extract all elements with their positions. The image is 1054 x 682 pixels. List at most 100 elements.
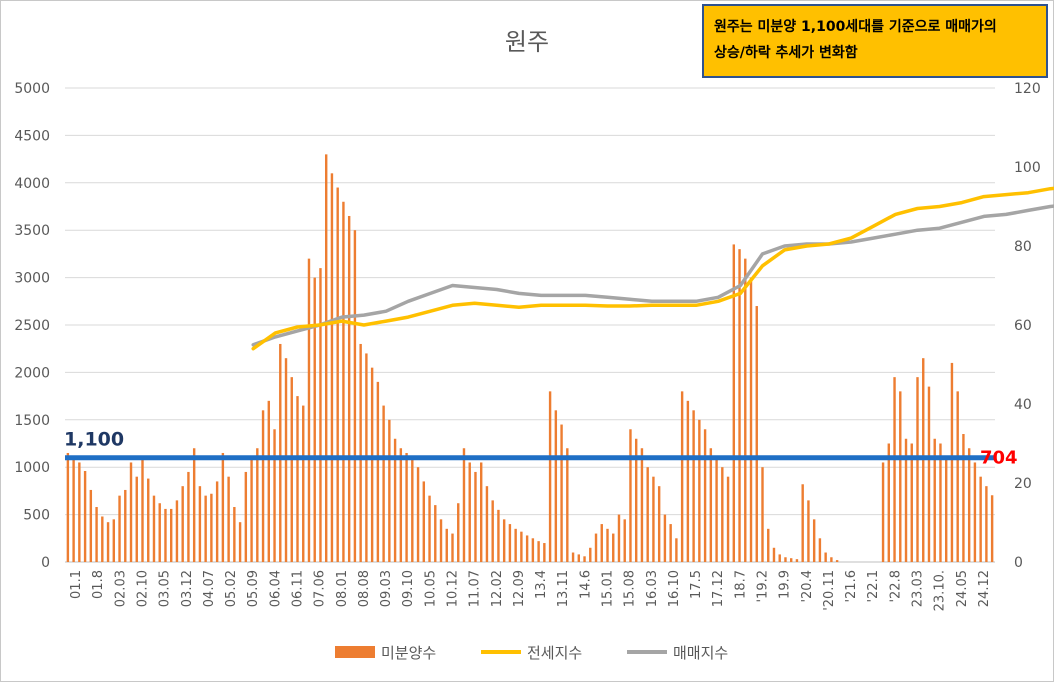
left-axis-tick-label: 3000 [14, 271, 50, 287]
bar [738, 249, 741, 562]
bar [761, 467, 764, 562]
bar [330, 173, 334, 562]
bar [979, 476, 982, 562]
x-axis-tick-label: 03.12 [180, 570, 195, 607]
bar [652, 476, 655, 562]
bar [985, 486, 988, 562]
bar [990, 495, 994, 562]
bar [279, 343, 282, 562]
bar [634, 438, 638, 562]
right-axis-tick-label: 60 [1014, 318, 1032, 334]
bar [612, 533, 615, 562]
bar [491, 500, 494, 562]
bar [445, 528, 448, 562]
bar [721, 467, 724, 562]
bar [210, 493, 213, 562]
right-axis-tick-label: 80 [1014, 239, 1032, 255]
bar [261, 410, 265, 562]
x-axis-tick-label: 23.10. [933, 570, 948, 611]
bar [169, 508, 173, 562]
bar [451, 533, 454, 562]
left-axis-tick-label: 0 [41, 555, 50, 571]
bar [950, 362, 954, 562]
bar [457, 503, 460, 562]
bar [434, 505, 437, 562]
bar [749, 277, 753, 562]
bar [485, 486, 489, 562]
x-axis-tick-label: 17.12 [711, 570, 726, 607]
threshold-label: 1,100 [64, 429, 124, 451]
bar [675, 538, 678, 562]
x-axis-tick-label: 03.05 [158, 570, 173, 607]
x-axis-tick-label: 11.07 [468, 570, 483, 607]
bar [319, 268, 322, 562]
legend: 미분양수 전세지수 매매지수 [335, 644, 728, 662]
bar [807, 500, 810, 562]
bar [112, 519, 116, 562]
bar [147, 478, 150, 562]
bar [181, 486, 184, 562]
x-axis-tick-label: 16.03 [645, 570, 660, 607]
bar [537, 541, 540, 562]
bar [89, 489, 93, 562]
right-axis-tick-label: 20 [1014, 476, 1032, 492]
x-axis-tick-label: 05.02 [224, 570, 239, 607]
bar [795, 559, 799, 562]
bar [755, 306, 758, 562]
bar [72, 455, 75, 562]
right-axis-tick-label: 0 [1014, 555, 1023, 571]
x-axis-tick-label: 24.12 [977, 570, 992, 607]
bar [497, 509, 500, 562]
bar [525, 535, 529, 562]
bar [83, 470, 87, 562]
bar [152, 495, 156, 562]
annotation-box: 원주는 미분양 1,100세대를 기준으로 매매가의 상승/하락 추세가 변화함 [702, 4, 1048, 78]
bar [686, 400, 690, 562]
right-axis-tick-label: 120 [1014, 81, 1041, 97]
bar [944, 457, 948, 562]
bar [273, 429, 276, 562]
bar [175, 500, 179, 562]
left-axis-tick-label: 2000 [14, 365, 50, 381]
bar [95, 507, 98, 562]
x-axis-tick-label: 02.03 [113, 570, 128, 607]
bar [812, 519, 816, 562]
bar [577, 554, 581, 562]
bar [468, 462, 471, 562]
x-axis-tick-label: 09.03 [379, 570, 394, 607]
bar [342, 201, 345, 562]
bar [221, 452, 225, 562]
x-axis-ticks: 01.1 01.8 02.03 02.10 03.05 03.12 04.07 05.02 05… [69, 570, 992, 611]
bar [726, 476, 730, 562]
x-axis-tick-label: 17.5 [689, 570, 704, 599]
bar [893, 377, 896, 562]
line-series [251, 186, 1054, 351]
bar [204, 495, 207, 562]
x-axis-tick-label: 08.01 [335, 570, 350, 607]
x-axis-tick-label: 13.11 [556, 570, 571, 607]
bar [411, 457, 414, 562]
bar [663, 514, 667, 562]
x-axis-tick-label: 19.9 [778, 570, 793, 599]
value-labels: 1,100 704 [64, 429, 1018, 469]
bar [962, 434, 965, 562]
x-axis-tick-label: 12.02 [490, 570, 505, 607]
bar [124, 489, 127, 562]
bar [887, 443, 891, 562]
bar [187, 471, 190, 562]
bar [302, 405, 305, 562]
bar [439, 519, 443, 562]
bar [692, 410, 695, 562]
bar [347, 215, 351, 563]
bar [399, 448, 403, 562]
bar [772, 547, 776, 562]
x-axis-tick-label: 13.4 [534, 570, 549, 599]
bar [629, 429, 632, 562]
bar [106, 522, 110, 562]
line-sale-index [251, 204, 1054, 347]
right-axis-tick-label: 40 [1014, 397, 1032, 413]
x-axis-tick-label: '20.11 [822, 570, 837, 611]
bar [583, 556, 586, 562]
x-axis-tick-label: 09.10 [401, 570, 416, 607]
